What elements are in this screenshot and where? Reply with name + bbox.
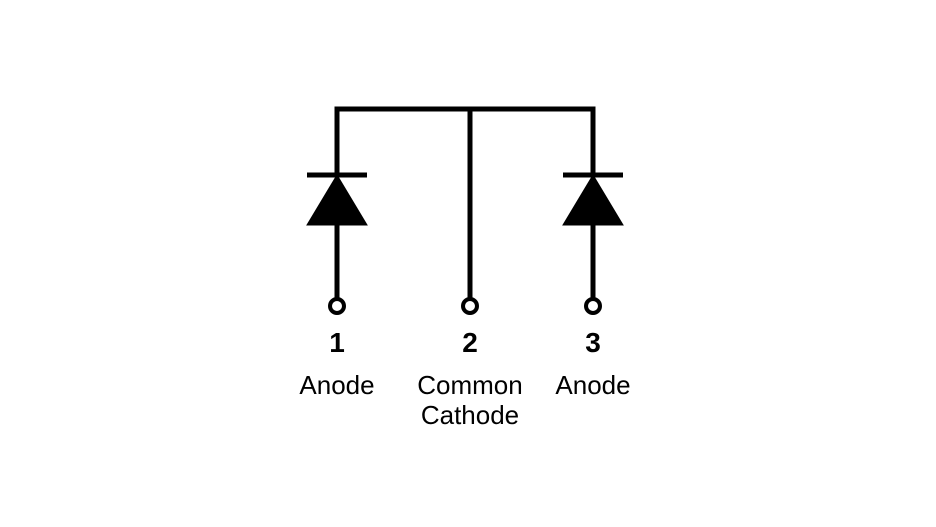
terminal-circle [463, 299, 477, 313]
pin-label-line2: Cathode [421, 400, 519, 430]
pin-number: 1 [329, 327, 345, 358]
terminal-circle [330, 299, 344, 313]
dual-diode-common-cathode-schematic: 1 Anode 2 CommonCathode 3 Anode [0, 0, 936, 527]
terminal-circle [586, 299, 600, 313]
diode-triangle [307, 175, 367, 225]
pin-label: Common [417, 370, 522, 400]
pin-label: Anode [555, 370, 630, 400]
diode-triangle [563, 175, 623, 225]
pin-number: 3 [585, 327, 601, 358]
pin-label: Anode [299, 370, 374, 400]
pin-number: 2 [462, 327, 478, 358]
